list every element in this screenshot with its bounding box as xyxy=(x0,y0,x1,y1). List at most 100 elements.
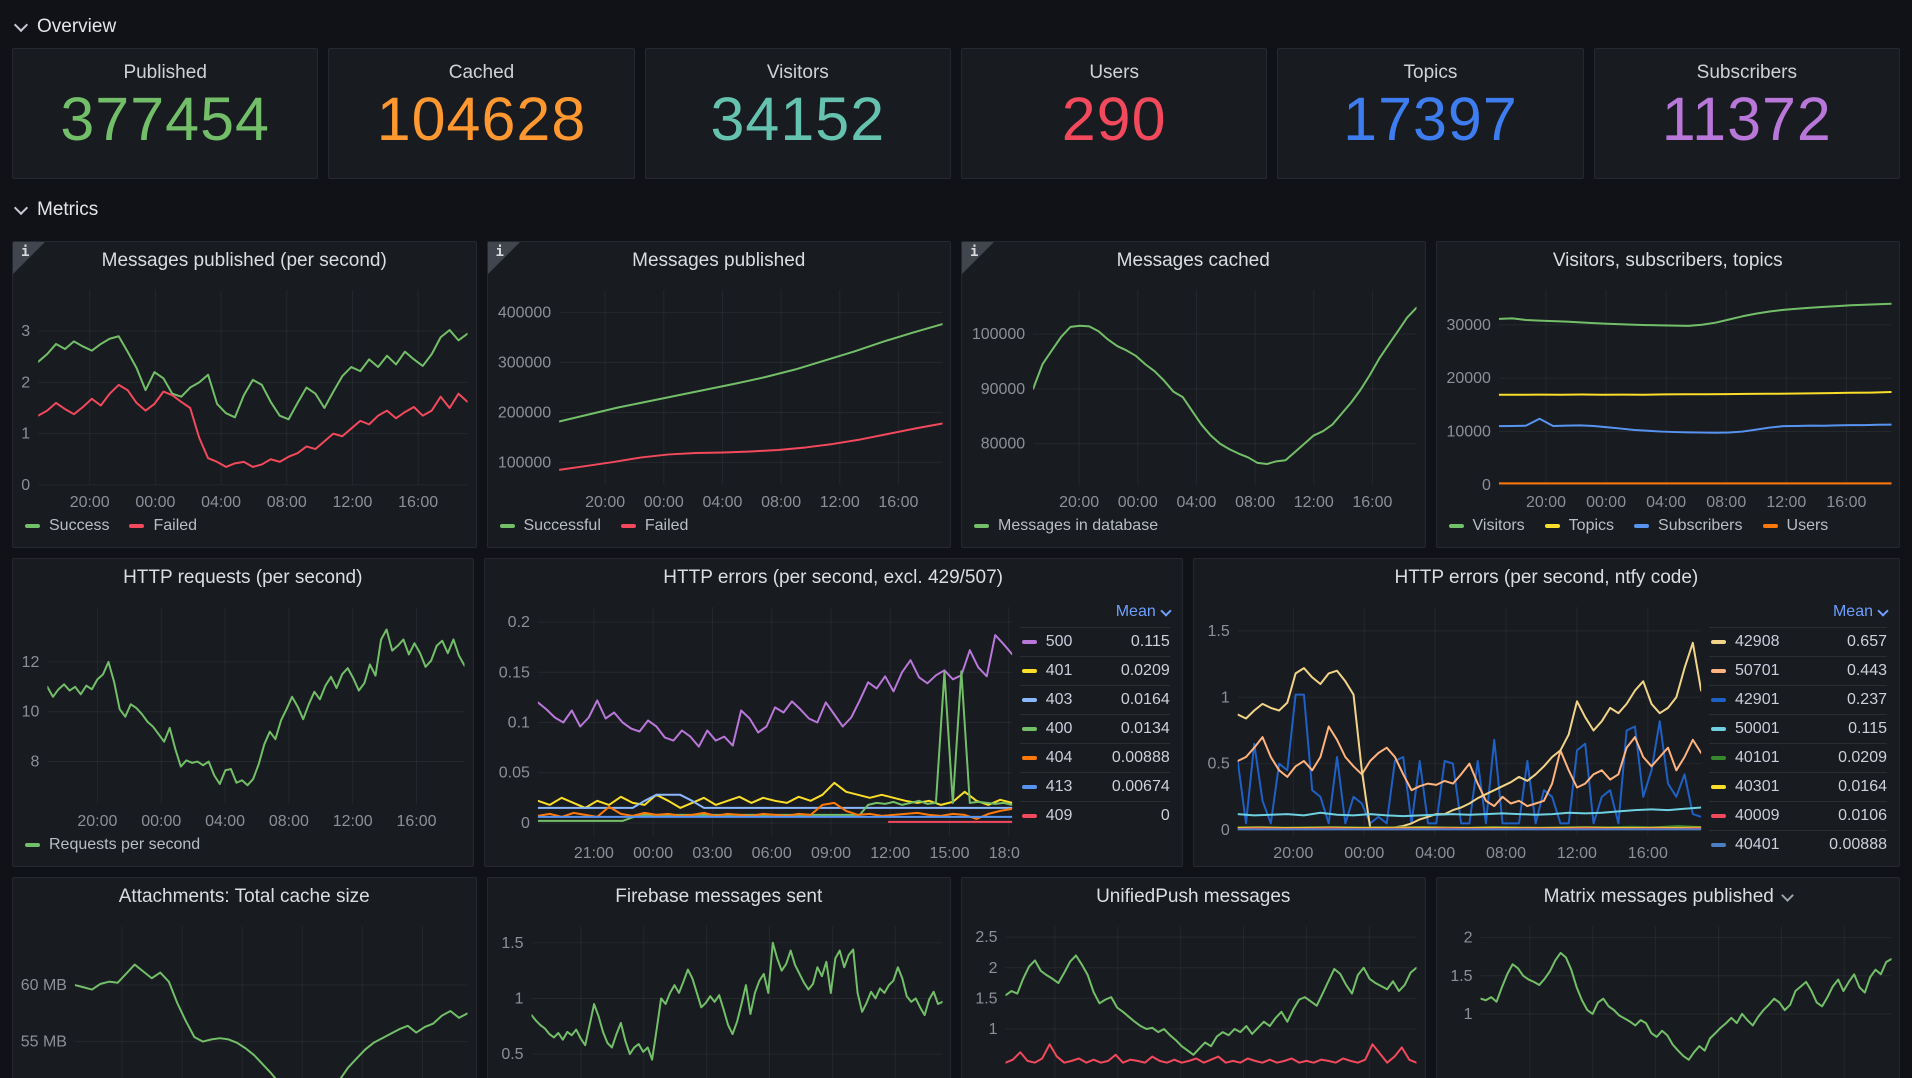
series-label: Subscribers xyxy=(1658,517,1743,534)
panel-title[interactable]: Attachments: Total cache size xyxy=(13,878,476,916)
legend-row[interactable]: 413 0.00674 xyxy=(1019,772,1170,801)
legend-row[interactable]: 40301 0.0164 xyxy=(1709,772,1887,801)
legend-row[interactable]: 401 0.0209 xyxy=(1019,656,1170,685)
svg-text:12:00: 12:00 xyxy=(333,813,373,830)
legend-mean-header[interactable]: Mean xyxy=(1020,597,1172,627)
legend-row[interactable]: 50001 0.115 xyxy=(1709,714,1887,743)
chart-plot[interactable]: 20:00 00:00 04:00 08:00 12:00 16:00 400000 3000… xyxy=(488,280,951,515)
panel-title[interactable]: Matrix messages published xyxy=(1437,878,1900,916)
series-label: 500 xyxy=(1045,633,1073,650)
chart-panel: i Messages published 20:00 00:00 04:00 08:00 1… xyxy=(486,241,951,548)
panel-title[interactable]: Firebase messages sent xyxy=(488,878,951,916)
stat-label: Subscribers xyxy=(1696,62,1797,83)
legend-row[interactable]: 400 0.0134 xyxy=(1019,714,1170,743)
series-label: 50001 xyxy=(1735,720,1780,737)
svg-text:00:00: 00:00 xyxy=(135,494,175,511)
panel-title[interactable]: HTTP requests (per second) xyxy=(13,559,473,597)
svg-text:16:00: 16:00 xyxy=(1352,494,1392,511)
svg-text:1: 1 xyxy=(1463,1006,1472,1023)
legend-item[interactable]: Visitors xyxy=(1448,517,1525,535)
svg-text:12:00: 12:00 xyxy=(1294,494,1334,511)
legend-row[interactable]: 40401 0.00888 xyxy=(1709,830,1887,859)
svg-text:1: 1 xyxy=(1221,689,1230,706)
svg-text:0: 0 xyxy=(1482,477,1491,494)
legend-item[interactable]: Successful xyxy=(499,517,601,535)
panel-title[interactable]: Messages published xyxy=(488,242,951,280)
series-swatch xyxy=(974,524,989,528)
legend-item[interactable]: Subscribers xyxy=(1634,517,1743,535)
section-header-metrics[interactable]: Metrics xyxy=(0,179,1912,231)
series-mean-value: 0.00888 xyxy=(1111,749,1170,766)
panel-body: 20:00 00:00 04:00 08:00 12:00 16:00 1.5 1 0.5 0 Me… xyxy=(1194,597,1899,866)
legend-table: Mean 500 0.115 401 0.0209 403 0.0164 400 0.0134 4… xyxy=(1019,597,1182,866)
panel-info-corner-icon[interactable] xyxy=(962,242,994,274)
svg-text:10: 10 xyxy=(22,704,40,721)
legend-row[interactable]: 42901 0.237 xyxy=(1709,685,1887,714)
legend-row[interactable]: 40009 0.0106 xyxy=(1709,801,1887,830)
panel-info-corner-icon[interactable] xyxy=(487,242,520,274)
series-label: Success xyxy=(49,517,110,534)
legend-item[interactable]: Messages in database xyxy=(974,517,1158,535)
svg-text:0: 0 xyxy=(21,477,30,494)
legend-row[interactable]: 404 0.00888 xyxy=(1019,743,1170,772)
chart-plot[interactable]: 21:00 00:00 03:00 06:00 09:00 12:00 15:00 18:0 0… xyxy=(485,597,1020,866)
svg-text:08:00: 08:00 xyxy=(1706,494,1746,511)
svg-text:20:00: 20:00 xyxy=(585,494,625,511)
legend-item[interactable]: Topics xyxy=(1544,517,1614,535)
legend-row[interactable]: 500 0.115 xyxy=(1019,627,1170,656)
chart-plot[interactable]: 20:00 00:00 04:00 08:00 12:00 16:00 1.5 1 0.5 0 xyxy=(1194,597,1709,866)
panel-title-text: Firebase messages sent xyxy=(615,886,823,907)
legend-row[interactable]: 42908 0.657 xyxy=(1709,627,1887,656)
legend: Visitors Topics Subscribers Users xyxy=(1437,515,1900,547)
legend: Requests per second xyxy=(13,834,473,866)
panel-title[interactable]: UnifiedPush messages xyxy=(962,878,1425,916)
series-label: Successful xyxy=(523,517,601,534)
legend-item[interactable]: Success xyxy=(25,517,109,535)
svg-text:06:00: 06:00 xyxy=(751,845,791,862)
svg-text:2: 2 xyxy=(989,960,998,977)
legend-item[interactable]: Failed xyxy=(620,517,688,535)
panel-title[interactable]: Visitors, subscribers, topics xyxy=(1437,242,1900,280)
chart-plot[interactable]: 20:00 00:00 04:00 08:00 12:00 16:00 12 10 8 xyxy=(13,597,473,834)
svg-text:80000: 80000 xyxy=(981,436,1026,453)
svg-text:300000: 300000 xyxy=(497,355,550,372)
legend-item[interactable]: Users xyxy=(1762,517,1828,535)
svg-text:08:00: 08:00 xyxy=(761,494,801,511)
legend-mean-header[interactable]: Mean xyxy=(1709,597,1889,627)
stat-panel-subscribers: Subscribers 11372 xyxy=(1593,48,1900,179)
svg-text:04:00: 04:00 xyxy=(1646,494,1686,511)
panel-title[interactable]: Messages published (per second) xyxy=(13,242,476,280)
chart-panel: Visitors, subscribers, topics 20:00 00:00 0… xyxy=(1435,241,1900,548)
legend-item[interactable]: Requests per second xyxy=(25,836,200,854)
stat-label: Cached xyxy=(448,62,515,83)
legend-row[interactable]: 409 0 xyxy=(1019,801,1170,830)
panel-title[interactable]: Messages cached xyxy=(962,242,1425,280)
chart-plot[interactable]: 20:00 00:00 04:00 08:00 12:00 16:00 3 2 1 0 xyxy=(13,280,476,515)
svg-text:00:00: 00:00 xyxy=(1118,494,1158,511)
series-mean-value: 0.115 xyxy=(1130,633,1170,650)
legend-row[interactable]: 50701 0.443 xyxy=(1709,656,1887,685)
panel-title[interactable]: HTTP errors (per second, excl. 429/507) xyxy=(485,559,1182,597)
svg-text:30000: 30000 xyxy=(1446,317,1491,334)
svg-text:12:00: 12:00 xyxy=(1766,494,1806,511)
legend-row[interactable]: 403 0.0164 xyxy=(1019,685,1170,714)
section-header-overview[interactable]: Overview xyxy=(0,0,1912,48)
series-swatch xyxy=(1711,785,1726,789)
legend-item[interactable]: Failed xyxy=(129,517,197,535)
legend-row[interactable]: 40101 0.0209 xyxy=(1709,743,1887,772)
chart-plot[interactable]: 20:00 00:00 04:00 08:00 12:00 16:00 100000 9000… xyxy=(962,280,1425,515)
panel-title[interactable]: HTTP errors (per second, ntfy code) xyxy=(1194,559,1899,597)
svg-text:12:00: 12:00 xyxy=(870,845,910,862)
series-mean-value: 0 xyxy=(1160,807,1170,824)
panel-body: 20:00 00:00 04:00 08:00 12:00 16:00 400000 3000… xyxy=(488,280,951,515)
series-swatch xyxy=(1021,814,1037,818)
series-mean-value: 0.00674 xyxy=(1111,778,1170,795)
svg-text:00:00: 00:00 xyxy=(1586,494,1626,511)
panel-info-corner-icon[interactable] xyxy=(13,242,45,274)
chart-plot[interactable]: 20:00 00:00 04:00 08:00 12:00 16:00 30000 20000… xyxy=(1437,280,1900,515)
